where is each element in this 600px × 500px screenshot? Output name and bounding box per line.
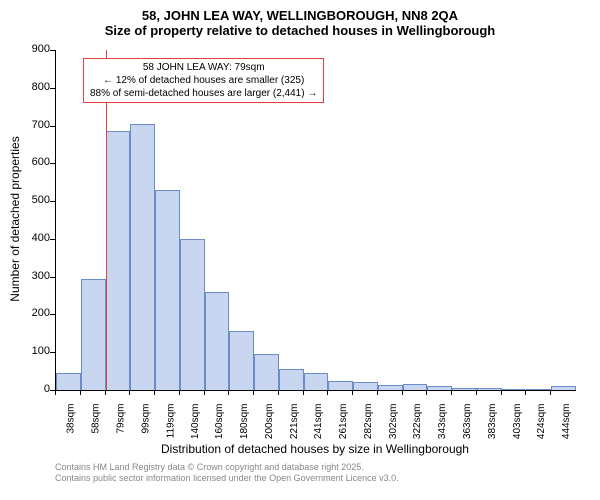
x-tick xyxy=(253,390,254,395)
histogram-bar xyxy=(229,331,254,390)
annotation-box: 58 JOHN LEA WAY: 79sqm ← 12% of detached… xyxy=(83,58,324,103)
x-tick xyxy=(303,390,304,395)
y-tick xyxy=(50,239,55,240)
x-axis-label: Distribution of detached houses by size … xyxy=(55,442,575,456)
histogram-bar xyxy=(353,382,378,390)
x-tick-label: 282sqm xyxy=(363,404,374,440)
x-tick-label: 79sqm xyxy=(115,404,126,434)
x-tick xyxy=(327,390,328,395)
y-tick-label: 800 xyxy=(15,81,50,93)
histogram-bar xyxy=(304,373,329,390)
x-tick-label: 119sqm xyxy=(165,404,176,439)
y-axis-label: Number of detached properties xyxy=(8,119,22,319)
x-tick-label: 363sqm xyxy=(462,404,473,440)
x-tick xyxy=(278,390,279,395)
x-tick-label: 38sqm xyxy=(66,404,77,434)
footer-line1: Contains HM Land Registry data © Crown c… xyxy=(55,462,399,473)
footer-attribution: Contains HM Land Registry data © Crown c… xyxy=(55,462,399,484)
y-tick-label: 500 xyxy=(15,194,50,206)
histogram-bar xyxy=(427,386,452,390)
y-tick-label: 600 xyxy=(15,156,50,168)
y-tick xyxy=(50,314,55,315)
y-tick xyxy=(50,163,55,164)
x-tick xyxy=(179,390,180,395)
annotation-line3: 88% of semi-detached houses are larger (… xyxy=(90,87,317,100)
x-tick-label: 261sqm xyxy=(338,404,349,440)
x-tick xyxy=(476,390,477,395)
histogram-bar xyxy=(477,388,502,390)
histogram-bar xyxy=(403,384,428,390)
x-tick xyxy=(550,390,551,395)
x-tick-label: 322sqm xyxy=(413,404,424,440)
y-tick-label: 400 xyxy=(15,232,50,244)
x-tick-label: 221sqm xyxy=(289,404,300,440)
x-tick-label: 302sqm xyxy=(388,404,399,440)
x-tick xyxy=(426,390,427,395)
x-tick xyxy=(501,390,502,395)
histogram-bar xyxy=(254,354,279,390)
y-tick-label: 300 xyxy=(15,270,50,282)
x-tick xyxy=(451,390,452,395)
y-tick xyxy=(50,126,55,127)
y-tick xyxy=(50,352,55,353)
histogram-bar xyxy=(155,190,180,390)
x-tick xyxy=(228,390,229,395)
x-tick-label: 180sqm xyxy=(239,404,250,440)
y-tick-label: 100 xyxy=(15,345,50,357)
histogram-bar xyxy=(551,386,576,390)
x-tick xyxy=(129,390,130,395)
histogram-bar xyxy=(279,369,304,390)
x-tick xyxy=(204,390,205,395)
x-tick xyxy=(154,390,155,395)
histogram-bar xyxy=(205,292,230,390)
x-tick-label: 200sqm xyxy=(264,404,275,440)
footer-line2: Contains public sector information licen… xyxy=(55,473,399,484)
histogram-bar xyxy=(130,124,155,390)
y-tick-label: 900 xyxy=(15,43,50,55)
histogram-bar xyxy=(180,239,205,390)
histogram-bar xyxy=(502,389,527,390)
x-tick xyxy=(402,390,403,395)
annotation-line1: 58 JOHN LEA WAY: 79sqm xyxy=(90,61,317,74)
histogram-bar xyxy=(81,279,106,390)
x-tick xyxy=(352,390,353,395)
x-tick-label: 241sqm xyxy=(314,404,325,440)
chart-container: 58, JOHN LEA WAY, WELLINGBOROUGH, NN8 2Q… xyxy=(0,0,600,500)
histogram-bar xyxy=(526,389,551,390)
histogram-bar xyxy=(106,131,131,390)
y-tick xyxy=(50,88,55,89)
histogram-bar xyxy=(328,381,353,390)
x-tick-label: 160sqm xyxy=(214,404,225,440)
annotation-line2: ← 12% of detached houses are smaller (32… xyxy=(90,74,317,87)
x-tick-label: 444sqm xyxy=(561,404,572,440)
x-tick-label: 403sqm xyxy=(512,404,523,440)
x-tick xyxy=(525,390,526,395)
x-tick-label: 424sqm xyxy=(536,404,547,440)
chart-title-line1: 58, JOHN LEA WAY, WELLINGBOROUGH, NN8 2Q… xyxy=(0,0,600,23)
histogram-bar xyxy=(56,373,81,390)
x-tick-label: 140sqm xyxy=(190,404,201,440)
x-tick-label: 58sqm xyxy=(91,404,102,434)
x-tick xyxy=(80,390,81,395)
y-tick xyxy=(50,201,55,202)
x-tick xyxy=(105,390,106,395)
x-tick-label: 99sqm xyxy=(140,404,151,434)
y-tick-label: 0 xyxy=(15,383,50,395)
x-tick-label: 383sqm xyxy=(487,404,498,440)
x-tick xyxy=(377,390,378,395)
x-tick xyxy=(55,390,56,395)
y-tick xyxy=(50,50,55,51)
y-tick xyxy=(50,277,55,278)
histogram-bar xyxy=(378,385,403,390)
histogram-bar xyxy=(452,388,477,390)
y-tick-label: 200 xyxy=(15,307,50,319)
chart-title-line2: Size of property relative to detached ho… xyxy=(0,23,600,42)
y-tick-label: 700 xyxy=(15,119,50,131)
x-tick-label: 343sqm xyxy=(437,404,448,440)
